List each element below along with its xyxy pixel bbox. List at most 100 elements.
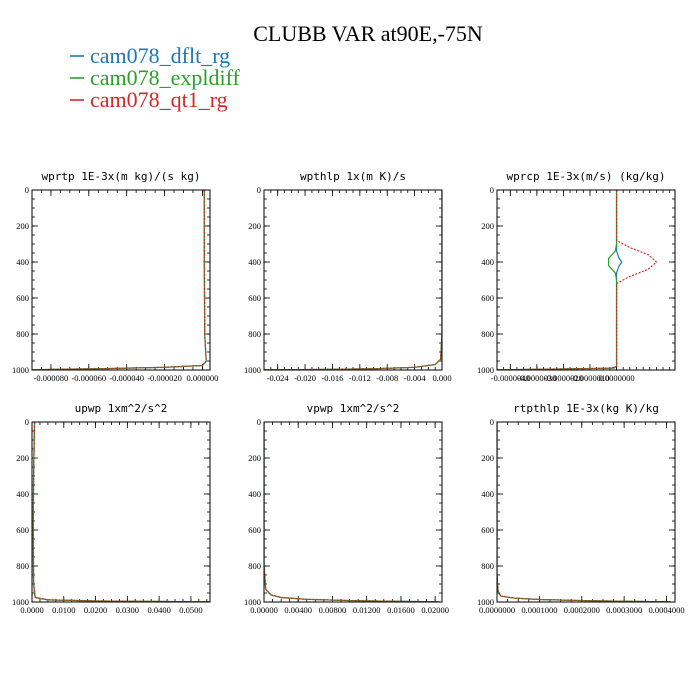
x-tick-label: 0.0000000	[598, 373, 634, 383]
x-tick-label: -0.0000020	[544, 373, 583, 383]
y-tick-label: 800	[248, 329, 261, 339]
y-tick-label: 400	[16, 489, 29, 499]
x-tick-label: -0.024	[267, 373, 290, 383]
series-group	[264, 190, 442, 370]
series-line-cam078_qt1_rg	[264, 422, 440, 602]
x-tick-label: -0.000080	[34, 373, 69, 383]
x-tick-label: -0.004	[404, 373, 427, 383]
y-tick-label: 200	[481, 221, 494, 231]
x-tick-label: 0.0500	[179, 605, 202, 615]
series-group	[32, 422, 210, 602]
plot-frame	[31, 421, 211, 603]
series-line-cam078_dflt_rg	[32, 422, 210, 602]
x-tick-label: 0.0000000	[479, 605, 515, 615]
plot-frame	[263, 189, 443, 371]
y-tick-label: 1000	[477, 597, 494, 607]
y-tick-label: 400	[481, 257, 494, 267]
x-tick-label: 0.000000	[186, 373, 218, 383]
series-line-cam078_expldiff	[32, 190, 207, 370]
x-tick-label: -0.000020	[147, 373, 182, 383]
panel-title: vpwp 1xm^2/s^2	[307, 402, 400, 415]
figure-title: CLUBB VAR at90E,-75N	[253, 21, 483, 46]
y-tick-label: 200	[248, 221, 261, 231]
x-tick-label: 0.0003000	[606, 605, 642, 615]
chart-panel: vpwp 1xm^2/s^2 0.00000 0.00400 0.00800 0.012…	[244, 402, 449, 615]
series-line-cam078_expldiff	[264, 422, 440, 602]
y-tick-label: 0	[257, 185, 261, 195]
y-tick-label: 1000	[244, 365, 261, 375]
chart-panel: wprcp 1E-3x(m/s) (kg/kg)-0.0000040-0.000…	[477, 170, 676, 383]
legend-label: cam078_expldiff	[90, 65, 241, 90]
y-tick-label: 0	[257, 417, 261, 427]
y-tick-label: 1000	[477, 365, 494, 375]
y-tick-label: 0	[25, 417, 29, 427]
plot-frame	[263, 421, 443, 603]
x-tick-label: 0.0001000	[521, 605, 557, 615]
series-line-cam078_expldiff	[32, 422, 210, 602]
panel-title: upwp 1xm^2/s^2	[75, 402, 168, 415]
panel-title: wprtp 1E-3x(m kg)/(s kg)	[42, 170, 201, 183]
y-tick-label: 400	[481, 489, 494, 499]
panel-title: wprcp 1E-3x(m/s) (kg/kg)	[507, 170, 666, 183]
series-line-cam078_expldiff	[497, 422, 671, 602]
series-line-cam078_dflt_rg	[264, 190, 442, 370]
y-tick-label: 0	[25, 185, 29, 195]
x-tick-label: -0.000060	[71, 373, 106, 383]
x-tick-label: 0.0002000	[564, 605, 600, 615]
legend-entry: cam078_dflt_rg	[70, 43, 230, 68]
y-tick-label: 800	[248, 561, 261, 571]
series-line-cam078_dflt_rg	[264, 422, 440, 602]
series-line-cam078_expldiff	[264, 190, 442, 370]
series-line-cam078_expldiff	[497, 190, 618, 370]
plot-frame	[496, 421, 676, 603]
chart-panel: wprtp 1E-3x(m kg)/(s kg)-0.000080 -0.0000…	[12, 170, 218, 383]
y-tick-label: 600	[481, 293, 494, 303]
y-tick-label: 600	[16, 293, 29, 303]
x-tick-label: -0.000040	[109, 373, 144, 383]
y-tick-label: 200	[16, 453, 29, 463]
y-tick-label: 400	[248, 257, 261, 267]
chart-panel: rtpthlp 1E-3x(kg K)/kg 0.0000000 0.0001000…	[477, 402, 685, 615]
x-tick-label: 0.0200	[84, 605, 107, 615]
x-tick-label: 0.0100	[52, 605, 75, 615]
series-line-cam078_qt1_rg	[32, 422, 210, 602]
x-tick-label: -0.020	[294, 373, 316, 383]
y-tick-label: 800	[481, 561, 494, 571]
y-tick-label: 1000	[12, 365, 29, 375]
y-tick-label: 1000	[12, 597, 29, 607]
x-tick-label: 0.00000	[250, 605, 278, 615]
legend-label: cam078_dflt_rg	[90, 43, 230, 68]
x-tick-label: -0.0000010	[571, 373, 610, 383]
legend-entry: cam078_expldiff	[70, 65, 241, 90]
y-tick-label: 400	[248, 489, 261, 499]
y-tick-label: 600	[16, 525, 29, 535]
y-tick-label: 1000	[244, 597, 261, 607]
y-tick-label: 600	[481, 525, 494, 535]
legend: cam078_dflt_rg cam078_expldiff cam078_qt…	[70, 43, 241, 112]
x-tick-label: 0.0300	[116, 605, 139, 615]
x-tick-label: 0.0000	[20, 605, 43, 615]
x-tick-label: 0.0004000	[648, 605, 684, 615]
panel-title: wpthlp 1x(m K)/s	[300, 170, 406, 183]
x-tick-label: 0.02000	[421, 605, 449, 615]
series-line-cam078_dflt_rg	[32, 190, 207, 370]
x-tick-label: -0.0000030	[517, 373, 556, 383]
y-tick-label: 800	[481, 329, 494, 339]
y-tick-label: 0	[490, 417, 494, 427]
x-tick-label: 0.00800	[319, 605, 347, 615]
x-tick-label: -0.0000040	[491, 373, 530, 383]
legend-entry: cam078_qt1_rg	[70, 87, 228, 112]
y-tick-label: 400	[16, 257, 29, 267]
y-tick-label: 200	[16, 221, 29, 231]
panel-title: rtpthlp 1E-3x(kg K)/kg	[513, 402, 659, 415]
x-tick-label: -0.016	[321, 373, 343, 383]
x-tick-label: 0.01600	[387, 605, 415, 615]
series-group	[264, 422, 440, 602]
y-tick-label: 600	[248, 525, 261, 535]
x-tick-label: 0.0400	[147, 605, 170, 615]
x-tick-label: 0.000	[432, 373, 451, 383]
y-tick-label: 800	[16, 561, 29, 571]
series-line-cam078_qt1_rg	[497, 190, 658, 370]
x-tick-label: 0.00400	[284, 605, 312, 615]
